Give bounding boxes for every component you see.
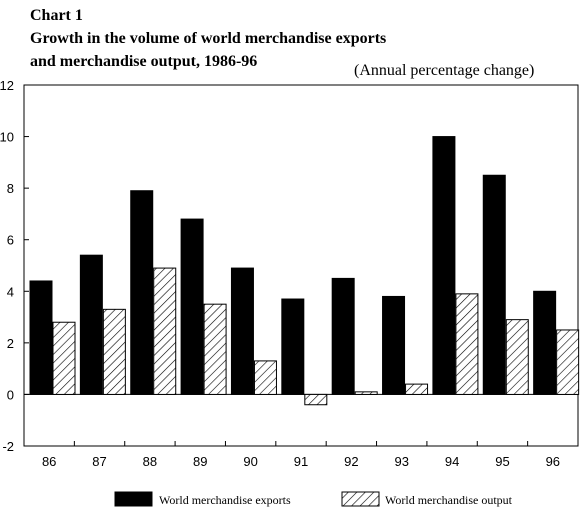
bar-exports [281,298,305,395]
units-label: (Annual percentage change) [352,61,537,81]
y-tick-label: 6 [7,233,14,248]
bar-output [102,308,126,395]
bar-output [52,321,76,395]
bar-output [405,383,429,395]
bar-exports [533,290,557,395]
x-tick-label: 94 [445,454,459,469]
x-tick-label: 96 [546,454,560,469]
legend-label-exports: World merchandise exports [159,493,291,507]
x-tick-label: 92 [344,454,358,469]
bar-exports [230,267,254,395]
x-tick-label: 88 [143,454,157,469]
bar-output [153,267,177,395]
legend-swatch-output [341,491,380,507]
bar-output [455,293,479,395]
chart-legend: World merchandise exports World merchandi… [114,491,513,507]
x-tick-label: 89 [193,454,207,469]
bar-exports [29,280,53,395]
bar-exports [180,218,204,395]
x-tick-label: 87 [92,454,106,469]
y-tick-label: -2 [2,439,14,454]
x-tick-label: 93 [394,454,408,469]
bar-output [354,391,378,395]
bar-exports [130,190,154,395]
chart-labels: -2 0 2 4 6 8 10 12 86 87 88 89 90 91 92 93 94 95 96 [0,78,560,469]
bar-output [556,329,580,395]
bar-exports [482,174,506,395]
bar-exports [79,254,103,395]
x-tick-label: 86 [42,454,56,469]
plot-frame [23,84,579,447]
bar-exports [432,136,456,395]
bar-output [505,319,529,395]
chart-title-line-3: and merchandise output, 1986-96 [30,53,258,70]
x-tick-label: 90 [243,454,257,469]
bar-exports [382,295,406,395]
y-tick-label: 12 [0,78,14,93]
chart-bars [29,136,580,406]
bar-output [253,360,277,395]
legend-swatch-exports [114,491,153,507]
x-tick-label: 91 [294,454,308,469]
y-tick-label: 4 [7,284,14,299]
chart-title-line-2: Growth in the volume of world merchandis… [30,30,387,47]
chart-title: Chart 1 Growth in the volume of world me… [30,4,386,73]
legend-label-output: World merchandise output [385,493,513,507]
bar-exports [331,277,355,395]
y-tick-label: 0 [7,387,14,402]
y-tick-label: 8 [7,181,14,196]
y-tick-label: 10 [0,130,14,145]
bar-output [304,393,328,406]
bar-output [203,303,227,395]
x-tick-label: 95 [495,454,509,469]
chart-title-line-1: Chart 1 [30,7,83,24]
y-tick-label: 2 [7,336,14,351]
